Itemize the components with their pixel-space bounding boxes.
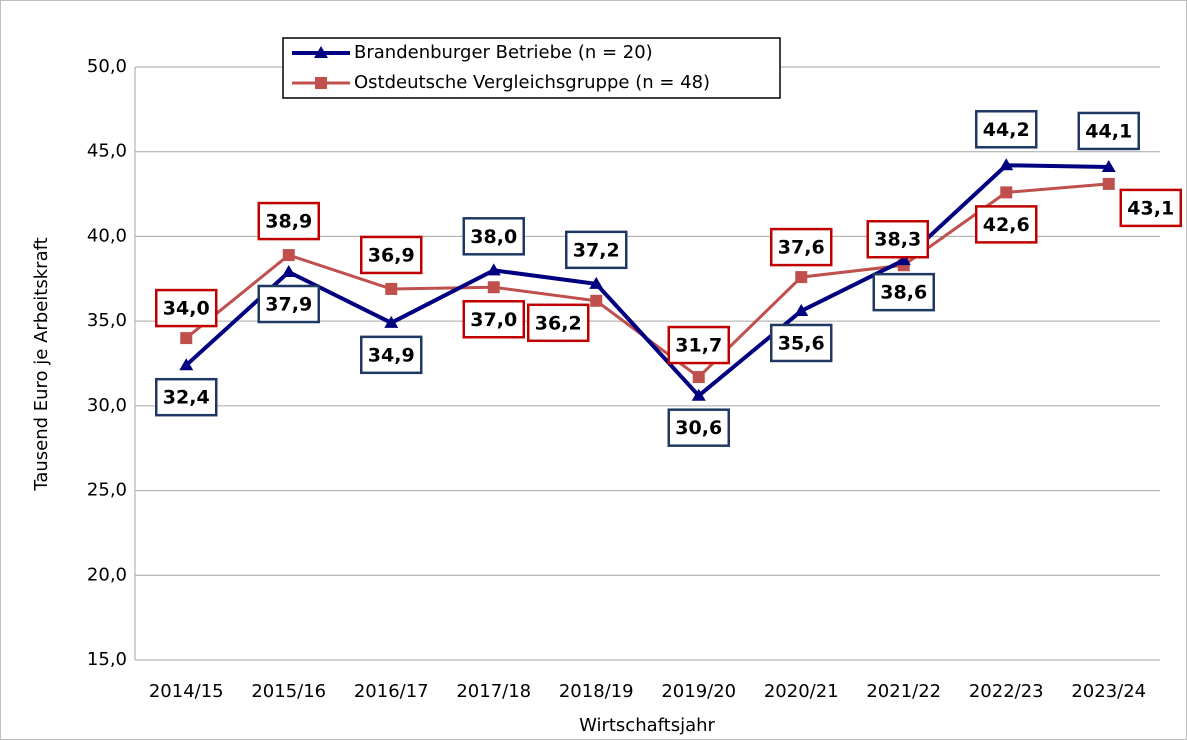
data-label: 37,2 (573, 239, 620, 261)
data-label-box (155, 288, 218, 328)
y-tick-label: 25,0 (87, 480, 127, 501)
data-label-box (462, 300, 525, 339)
data-label-box (866, 219, 929, 259)
data-label: 38,6 (880, 282, 927, 304)
point (385, 282, 398, 295)
x-tick-label: 2023/24 (1071, 681, 1146, 702)
data-label-box (667, 325, 730, 365)
point (486, 263, 501, 276)
data-label: 38,3 (874, 229, 921, 251)
data-label: 35,6 (778, 332, 825, 354)
data-label: 37,0 (470, 309, 517, 331)
data-label: 34,0 (163, 298, 210, 320)
x-tick-label: 2018/19 (559, 681, 634, 702)
data-label: 38,0 (470, 226, 517, 248)
data-label: 37,9 (265, 294, 312, 316)
data-label: 31,7 (675, 335, 722, 357)
data-label-box (667, 408, 730, 447)
data-label-box (155, 377, 218, 417)
point (999, 158, 1014, 171)
x-tick-label: 2014/15 (149, 681, 224, 702)
point (691, 388, 706, 401)
legend-label: Brandenburger Betriebe (n = 20) (354, 42, 653, 63)
data-label: 36,9 (368, 244, 415, 266)
x-tick-label: 2019/20 (661, 681, 736, 702)
point (180, 332, 193, 345)
y-tick-label: 20,0 (87, 564, 127, 585)
data-label-box (770, 323, 833, 363)
x-tick-label: 2016/17 (354, 681, 429, 702)
point (1000, 186, 1013, 199)
data-label-box (257, 284, 320, 324)
point (590, 294, 603, 307)
data-label-box (360, 335, 423, 375)
data-label: 44,1 (1085, 120, 1132, 142)
point (589, 276, 604, 289)
legend-marker (314, 46, 328, 58)
data-label-box (1077, 111, 1140, 151)
data-label-box (527, 303, 590, 343)
point (281, 265, 296, 278)
data-label-box (975, 110, 1038, 149)
data-label-box (975, 205, 1038, 244)
data-label: 36,2 (535, 312, 582, 334)
x-axis-label: Wirtschaftsjahr (579, 715, 715, 736)
data-label-box (872, 272, 935, 312)
data-label-box (462, 217, 525, 256)
x-tick-label: 2015/16 (251, 681, 326, 702)
data-label: 43,1 (1127, 197, 1174, 219)
data-label: 44,2 (983, 119, 1030, 141)
y-tick-label: 15,0 (87, 649, 127, 670)
data-label-box (770, 227, 833, 267)
point (179, 358, 194, 371)
x-tick-label: 2021/22 (866, 681, 941, 702)
x-tick-label: 2017/18 (456, 681, 531, 702)
point (896, 253, 911, 266)
point (282, 249, 295, 262)
data-label: 34,9 (368, 344, 415, 366)
legend-label: Ostdeutsche Vergleichsgruppe (n = 48) (354, 72, 710, 93)
data-label-box (1119, 188, 1182, 228)
point (794, 303, 809, 316)
data-label: 37,6 (778, 237, 825, 259)
x-tick-label: 2022/23 (969, 681, 1044, 702)
y-tick-label: 35,0 (87, 310, 127, 331)
data-label: 38,9 (265, 211, 312, 233)
x-tick-label: 2020/21 (764, 681, 839, 702)
y-tick-label: 50,0 (87, 56, 127, 77)
legend-box (282, 37, 781, 99)
data-label-box (360, 235, 423, 275)
data-label-box (257, 201, 320, 241)
point (384, 315, 399, 328)
point (1102, 177, 1115, 190)
legend-marker (315, 77, 327, 89)
data-label: 42,6 (983, 214, 1030, 236)
y-axis-label: Tausend Euro je Arbeitskraft (31, 237, 52, 491)
data-label-box (565, 230, 628, 270)
y-tick-label: 40,0 (87, 225, 127, 246)
series-line (184, 163, 1109, 399)
point (692, 371, 705, 384)
y-tick-label: 45,0 (87, 141, 127, 162)
data-label: 32,4 (163, 387, 210, 409)
point (487, 281, 500, 294)
data-label: 30,6 (675, 417, 722, 439)
point (1101, 159, 1116, 172)
y-tick-label: 30,0 (87, 395, 127, 416)
point (795, 271, 808, 284)
